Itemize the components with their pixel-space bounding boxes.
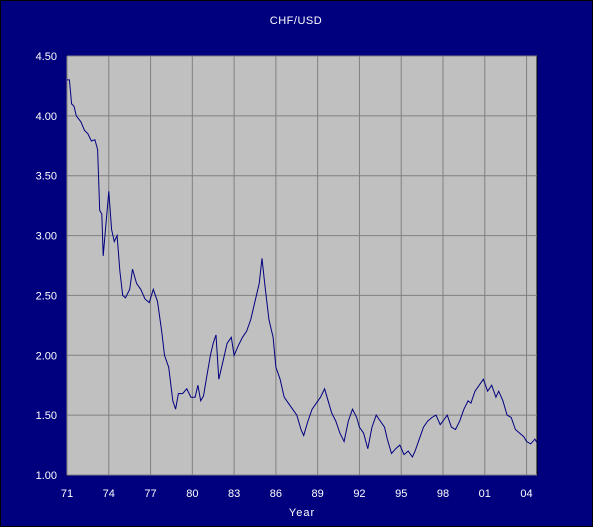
- y-tick-label: 2.00: [36, 350, 57, 362]
- y-tick-label: 3.00: [36, 231, 57, 243]
- x-tick-label: 74: [103, 488, 115, 500]
- y-tick-label: 2.50: [36, 290, 57, 302]
- plot-area: [66, 55, 538, 476]
- horizontal-gridlines: [67, 55, 537, 476]
- x-axis-tick-labels: 71 74 77 80 83 86 89 92 95 98 01 04: [61, 488, 533, 500]
- x-tick-label: 83: [228, 488, 240, 500]
- y-tick-label: 3.50: [36, 171, 57, 183]
- x-tick-label: 95: [395, 488, 407, 500]
- x-tick-label: 04: [520, 488, 532, 500]
- x-tick-label: 01: [479, 488, 491, 500]
- vertical-gridlines: [66, 56, 528, 475]
- y-tick-label: 4.50: [36, 51, 57, 63]
- x-tick-label: 80: [186, 488, 198, 500]
- y-tick-label: 1.00: [36, 470, 57, 482]
- x-tick-label: 71: [61, 488, 73, 500]
- y-axis-tick-labels: 1.00 1.50 2.00 2.50 3.00 3.50 4.00 4.50: [36, 51, 57, 482]
- x-tick-label: 92: [353, 488, 365, 500]
- series-line-chf-usd: [67, 79, 538, 458]
- x-tick-label: 89: [312, 488, 324, 500]
- chart-title: CHF/USD: [270, 15, 322, 27]
- x-tick-label: 98: [437, 488, 449, 500]
- x-tick-label: 86: [270, 488, 282, 500]
- y-tick-label: 4.00: [36, 111, 57, 123]
- y-tick-label: 1.50: [36, 410, 57, 422]
- x-axis-label: Year: [289, 507, 315, 519]
- x-tick-label: 77: [144, 488, 156, 500]
